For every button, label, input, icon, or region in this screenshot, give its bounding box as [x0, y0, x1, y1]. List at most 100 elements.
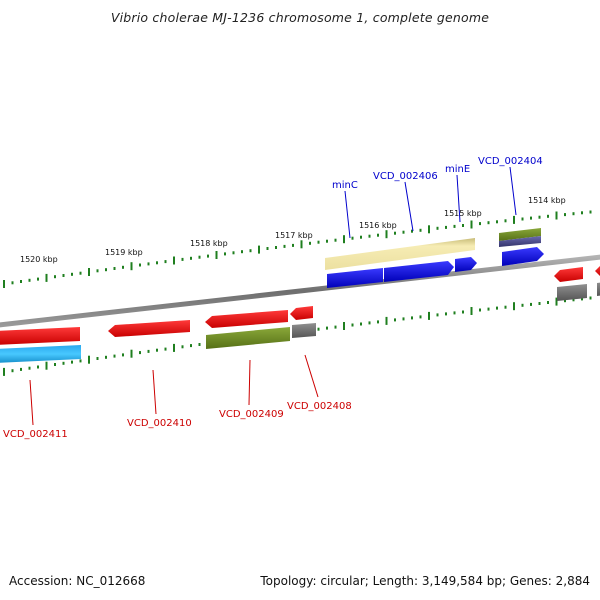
gene-feature	[0, 345, 81, 363]
ruler-major-tick	[45, 273, 48, 282]
ruler-minor-tick	[479, 308, 481, 312]
ruler-minor-tick	[232, 251, 235, 255]
ruler-minor-tick	[62, 361, 65, 365]
gene-feature	[384, 261, 454, 282]
reverse-cds-ring	[0, 266, 600, 345]
ruler-minor-tick	[436, 226, 439, 230]
ruler-minor-tick	[37, 277, 39, 281]
ruler-label: 1515 kbp	[444, 209, 482, 218]
ruler-minor-tick	[334, 325, 337, 329]
ruler-major-tick	[470, 220, 473, 229]
ruler-minor-tick	[462, 224, 464, 227]
accession-text: Accession: NC_012668	[9, 574, 146, 588]
ruler-minor-tick	[28, 278, 31, 282]
ruler-minor-tick	[394, 318, 396, 322]
ruler-minor-tick	[198, 343, 201, 346]
ruler-minor-tick	[317, 240, 320, 244]
ruler-minor-tick	[394, 231, 396, 235]
leader-line	[456, 174, 461, 223]
ruler-major-tick	[300, 240, 303, 249]
ruler-minor-tick	[96, 357, 99, 360]
ruler-minor-tick	[360, 235, 362, 239]
ruler-minor-tick	[479, 222, 481, 226]
ruler-minor-tick	[453, 311, 456, 315]
gene-feature	[499, 236, 541, 247]
ruler-minor-tick	[54, 363, 56, 366]
forward-cds-ring	[327, 247, 544, 288]
ruler-minor-tick	[156, 261, 158, 265]
ruler-minor-tick	[113, 267, 116, 270]
leader-line	[509, 166, 517, 216]
ruler-minor-tick	[37, 365, 39, 369]
ruler-minor-tick	[20, 280, 22, 283]
ruler-minor-tick	[487, 221, 490, 225]
ruler-major-tick	[88, 268, 90, 276]
chromosome-backbone	[0, 254, 600, 328]
reverse-cog-ring	[0, 282, 600, 363]
ruler-minor-tick	[547, 301, 549, 304]
ruler-major-tick	[555, 211, 558, 220]
ruler-minor-tick	[402, 317, 405, 321]
ruler-minor-tick	[105, 355, 107, 359]
ruler-label: 1514 kbp	[528, 196, 566, 205]
ruler-label: 1519 kbp	[105, 248, 143, 257]
ruler-minor-tick	[504, 305, 507, 309]
ruler-minor-tick	[411, 316, 413, 320]
ruler-major-tick	[3, 367, 5, 376]
ruler-minor-tick	[164, 347, 167, 351]
ruler-major-tick	[385, 230, 388, 239]
ruler-minor-tick	[79, 271, 82, 275]
forward-cog-ring	[325, 228, 541, 270]
ruler-minor-tick	[530, 216, 532, 220]
ruler-label: 1518 kbp	[190, 239, 228, 248]
ruler-minor-tick	[11, 369, 14, 373]
ruler-minor-tick	[139, 263, 141, 267]
ruler-minor-tick	[445, 225, 447, 229]
ruler-minor-tick	[572, 298, 575, 302]
ruler-major-tick	[385, 316, 388, 325]
ruler-minor-tick	[113, 354, 116, 358]
ruler-major-tick	[3, 280, 5, 288]
ruler-minor-tick	[521, 217, 524, 221]
gene-label-vcd-002404: VCD_002404	[478, 156, 543, 167]
gene-feature	[597, 282, 600, 296]
ruler-major-tick	[130, 262, 133, 271]
ruler-minor-tick	[530, 302, 532, 306]
gene-feature	[557, 284, 587, 301]
ruler-minor-tick	[79, 359, 82, 363]
ruler-minor-tick	[496, 306, 498, 310]
ruler-minor-tick	[377, 233, 379, 237]
gene-feature	[292, 323, 316, 338]
ruler-minor-tick	[453, 224, 456, 228]
ruler-minor-tick	[249, 249, 252, 253]
ruler-minor-tick	[326, 239, 328, 243]
ruler-minor-tick	[156, 348, 158, 352]
gene-feature	[206, 327, 290, 349]
ruler-major-tick	[215, 251, 218, 259]
ruler-minor-tick	[292, 243, 294, 247]
ruler-minor-tick	[122, 353, 124, 357]
ruler-minor-tick	[275, 246, 277, 249]
ruler-minor-tick	[326, 326, 328, 330]
ruler-minor-tick	[504, 219, 507, 223]
ruler-minor-tick	[241, 250, 243, 254]
leader-line	[404, 181, 414, 232]
ruler-minor-tick	[334, 238, 337, 242]
ruler-minor-tick	[351, 323, 354, 327]
ruler-minor-tick	[564, 299, 566, 303]
ruler-minor-tick	[402, 230, 405, 234]
ruler-minor-tick	[20, 367, 22, 371]
bottom-leaders	[29, 354, 319, 426]
ruler-minor-tick	[581, 211, 583, 215]
ruler-major-tick	[343, 235, 345, 244]
top-gene-labels: minC VCD_002406 minE VCD_002404	[332, 156, 543, 191]
ruler-major-tick	[428, 225, 430, 234]
ruler-major-tick	[258, 245, 260, 254]
gene-feature	[290, 306, 313, 320]
ruler-minor-tick	[11, 281, 14, 285]
gene-feature	[327, 268, 383, 288]
ruler-minor-tick	[368, 234, 371, 238]
ruler-minor-tick	[71, 272, 73, 276]
ruler-minor-tick	[207, 254, 209, 258]
